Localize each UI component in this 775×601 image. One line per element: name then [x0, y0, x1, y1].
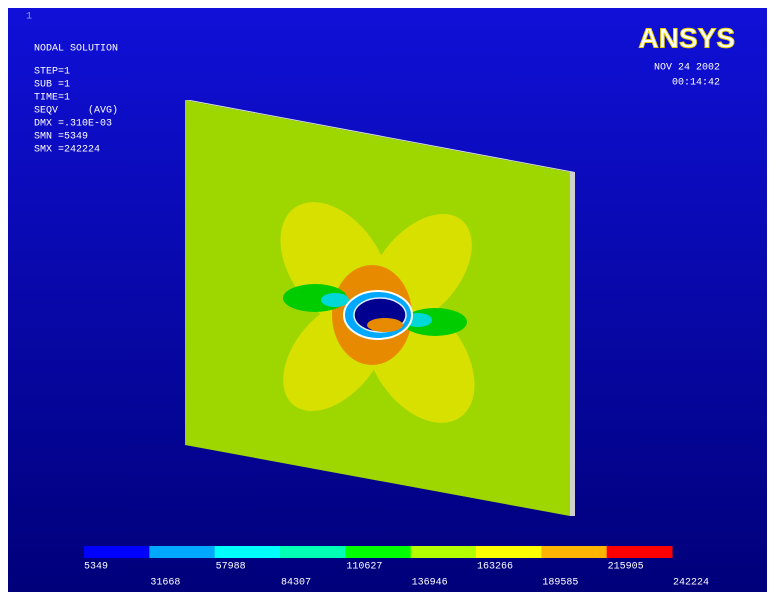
- contour: [367, 318, 403, 332]
- info-line: SUB =1: [34, 80, 70, 91]
- legend-swatch: [345, 546, 412, 558]
- legend-label: 163266: [477, 562, 513, 573]
- info-line: DMX =.310E-03: [34, 119, 112, 130]
- legend-label: 5349: [84, 562, 108, 573]
- legend-swatch: [214, 546, 281, 558]
- legend-label: 110627: [346, 562, 382, 573]
- info-line: SMN =5349: [34, 132, 88, 143]
- plate-edge: [185, 100, 575, 172]
- info-line: STEP=1: [34, 67, 70, 78]
- legend-swatch: [280, 546, 346, 558]
- legend-swatch: [606, 546, 673, 558]
- plate-edge: [570, 172, 575, 516]
- legend: 5349 31668 57988 84307 110627 136946 163266 189…: [84, 546, 709, 589]
- legend-swatch: [541, 546, 608, 558]
- legend-swatch: [149, 546, 216, 558]
- info-line: SMX =242224: [34, 145, 100, 156]
- info-line: SEQV (AVG): [34, 105, 118, 117]
- legend-label: 215905: [608, 562, 644, 573]
- info-line: NODAL SOLUTION: [34, 44, 118, 55]
- contours: [280, 202, 475, 423]
- legend-label: 84307: [281, 578, 311, 589]
- time: 00:14:42: [672, 78, 720, 89]
- logo: ANSYS: [639, 22, 735, 53]
- legend-label: 31668: [150, 578, 180, 589]
- date: NOV 24 2002: [654, 63, 720, 74]
- contour: [321, 293, 349, 307]
- plate-model: [185, 100, 575, 516]
- legend-label: 242224: [673, 578, 709, 589]
- legend-swatch: [476, 546, 542, 558]
- legend-swatch: [410, 546, 477, 558]
- legend-label: 189585: [542, 578, 578, 589]
- window-number: 1: [26, 12, 32, 23]
- legend-swatch: [84, 546, 150, 558]
- legend-label: 57988: [216, 562, 246, 573]
- info-line: TIME=1: [34, 93, 70, 104]
- legend-label: 136946: [412, 578, 448, 589]
